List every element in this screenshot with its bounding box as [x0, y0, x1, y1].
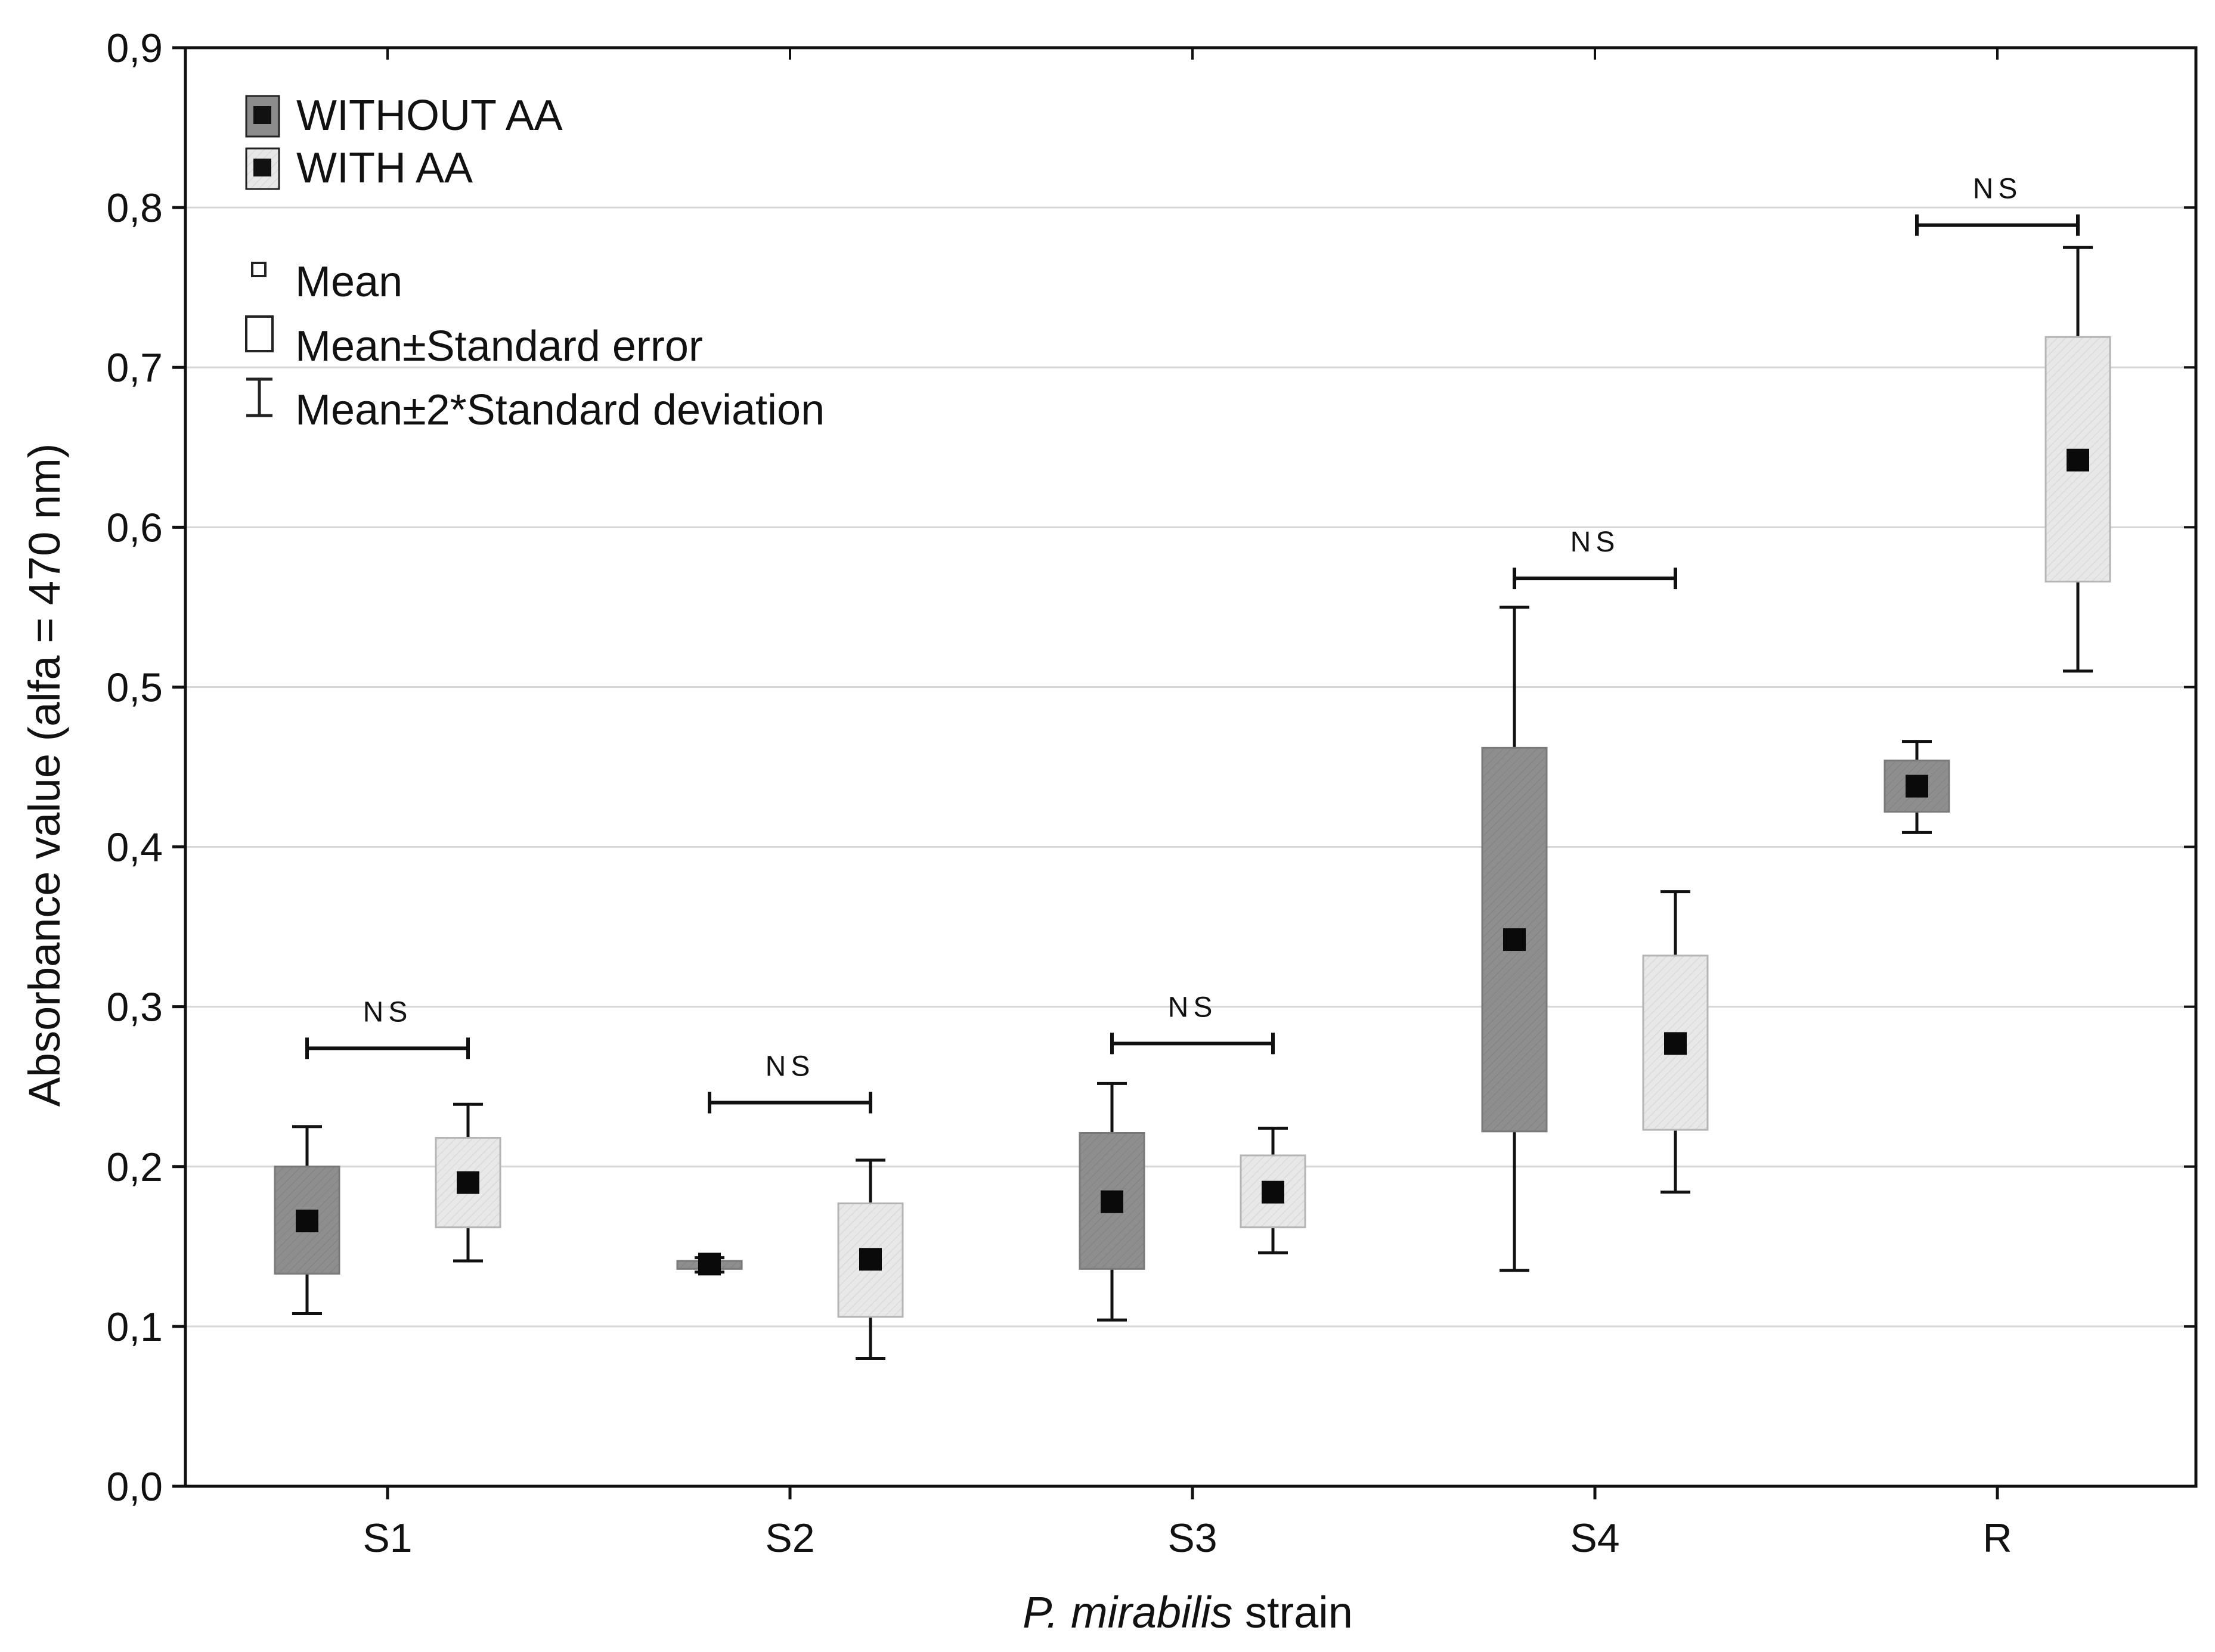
ns-bracket-r: NS	[1915, 173, 2080, 236]
y-tick-label: 0,5	[106, 665, 163, 710]
legend-item-without-aa: WITHOUT AA	[245, 92, 563, 140]
mean-marker	[859, 1248, 882, 1271]
legend-se-icon	[245, 315, 274, 352]
legend-label-without-aa: WITHOUT AA	[296, 92, 563, 140]
y-tick-label: 0,3	[106, 985, 163, 1030]
ns-label: NS	[1973, 173, 2022, 205]
x-tick-label: S1	[363, 1515, 412, 1561]
ns-bracket-s1: NS	[305, 996, 470, 1059]
significance-annotations: NS NS NS NS NS	[305, 173, 2080, 1114]
ns-bracket-s4: NS	[1513, 526, 1677, 590]
mean-marker	[457, 1171, 479, 1194]
ns-label: NS	[766, 1051, 815, 1083]
y-tick-label: 0,0	[106, 1464, 163, 1510]
box-without-aa-s1	[274, 1125, 340, 1315]
mean-marker	[698, 1253, 721, 1276]
mean-marker	[1664, 1032, 1687, 1055]
legend-mean-marker-with-aa	[253, 159, 271, 176]
y-tick-label: 0,8	[106, 185, 163, 231]
ns-bracket-s3: NS	[1110, 991, 1275, 1055]
x-axis-title-rest: strain	[1232, 1588, 1353, 1637]
x-tick-label: S4	[1570, 1515, 1619, 1561]
plot-frame	[184, 46, 2198, 1488]
box-without-aa-s3	[1079, 1081, 1145, 1322]
legend-label-standard-deviation: Mean±2*Standard deviation	[295, 386, 825, 434]
y-axis: 0,0 0,1 0,2 0,3 0,4 0,5 0,6 0,7 0,8 0,9	[106, 26, 2196, 1510]
x-tick-label: S2	[765, 1515, 814, 1561]
legend-label-mean: Mean	[295, 258, 402, 306]
mean-marker	[2067, 448, 2089, 472]
box-with-aa-s1	[435, 1102, 501, 1263]
box-with-aa-s4	[1642, 890, 1709, 1194]
y-tick-label: 0,7	[106, 345, 163, 390]
mean-marker	[1262, 1180, 1284, 1204]
x-tick-label: R	[1982, 1515, 2012, 1561]
x-tick-label: S3	[1167, 1515, 1217, 1561]
legend-mean-icon	[251, 262, 267, 277]
legend-label-with-aa: WITH AA	[296, 144, 473, 192]
legend: WITHOUT AA WITH AA Mean Mean±Standard er…	[245, 92, 825, 434]
y-tick-label: 0,1	[106, 1304, 163, 1350]
ns-label: NS	[363, 996, 413, 1028]
legend-mean-marker-without-aa	[253, 106, 271, 124]
x-axis-title-italic: P. mirabilis	[1023, 1588, 1232, 1637]
box-with-aa-r	[2044, 246, 2111, 673]
legend-label-standard-error: Mean±Standard error	[295, 323, 703, 370]
y-axis-title: Absorbance value (alfa = 470 nm)	[20, 444, 69, 1107]
y-tick-label: 0,4	[106, 825, 163, 870]
ns-bracket-s2: NS	[708, 1051, 872, 1114]
gridlines	[185, 206, 2196, 1328]
ns-label: NS	[1570, 526, 1620, 558]
x-axis: S1 S2 S3 S4 R	[363, 48, 2012, 1561]
box-without-aa-s4	[1481, 605, 1548, 1272]
chart-marks	[274, 246, 2111, 1360]
legend-item-with-aa: WITH AA	[245, 144, 473, 192]
box-without-aa-r	[1883, 740, 1950, 834]
mean-marker	[1101, 1190, 1123, 1213]
mean-marker	[1503, 928, 1526, 951]
box-without-aa-s2	[676, 1253, 743, 1276]
legend-item-standard-error: Mean±Standard error	[245, 315, 703, 370]
legend-item-mean: Mean	[251, 258, 402, 306]
legend-item-standard-deviation: Mean±2*Standard deviation	[246, 377, 825, 434]
box-with-aa-s2	[837, 1158, 904, 1360]
legend-whisker-icon	[246, 377, 272, 417]
mean-marker	[1906, 774, 1928, 798]
y-tick-label: 0,2	[106, 1145, 163, 1190]
box-with-aa-s3	[1240, 1126, 1306, 1255]
x-axis-title: P. mirabilis strain	[1023, 1588, 1353, 1637]
plot-border	[184, 46, 2198, 1488]
ns-label: NS	[1168, 991, 1218, 1023]
y-tick-label: 0,6	[106, 505, 163, 550]
y-tick-label: 0,9	[106, 26, 163, 71]
mean-marker	[296, 1209, 318, 1232]
